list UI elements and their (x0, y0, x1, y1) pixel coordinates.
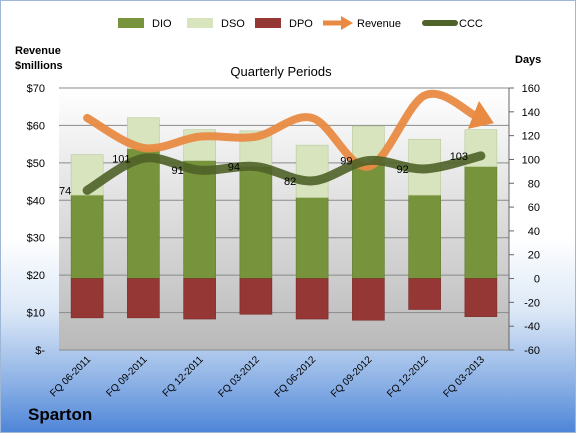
category-label: FQ 06-2011 (48, 354, 93, 399)
dpo-bar (464, 278, 498, 317)
right-axis-tick-label: 80 (528, 178, 540, 190)
data-labels: 74 101 91 94 82 99 92 103 (59, 151, 468, 198)
category-label: FQ 12-2011 (161, 354, 206, 399)
left-axis-label-line2: $millions (15, 60, 63, 72)
dio-bar (239, 166, 273, 279)
ccc-data-label: 101 (112, 153, 130, 165)
right-axis-tick-label: -60 (524, 345, 540, 357)
dpo-bar (408, 278, 441, 310)
ccc-data-label: 103 (450, 151, 468, 163)
dso-bar (295, 144, 329, 198)
company-name: Sparton (28, 405, 93, 424)
left-axis-tick-label: $20 (27, 270, 45, 282)
right-axis-tick-label: 100 (522, 154, 540, 166)
left-axis-label-line1: Revenue (15, 45, 61, 57)
legend-swatch (255, 18, 281, 28)
legend-arrow-icon (341, 16, 353, 30)
chart-title: Quarterly Periods (230, 64, 332, 79)
left-axis-tick-label: $40 (27, 195, 45, 207)
ccc-data-label: 82 (284, 176, 296, 188)
category-label: FQ 06-2012 (273, 354, 319, 400)
right-axis-label: Days (515, 54, 541, 66)
category-label: FQ 03-2013 (441, 354, 487, 400)
left-axis-tick-label: $10 (27, 308, 45, 320)
legend-label: DPO (289, 18, 313, 30)
right-axis-tick-label: 140 (522, 107, 540, 119)
dio-bar (464, 166, 498, 279)
left-axis-tick-label: $30 (27, 233, 45, 245)
category-label: FQ 09-2011 (105, 354, 150, 399)
left-axis-tick-label: $50 (27, 158, 45, 170)
bars-layer (70, 117, 498, 321)
ccc-data-label: 92 (397, 164, 409, 176)
category-label: FQ 12-2012 (385, 354, 431, 400)
legend-swatch (118, 18, 144, 28)
legend-label: CCC (459, 18, 483, 30)
right-axis-tick-label: 160 (522, 83, 540, 95)
legend-label: DSO (221, 18, 245, 30)
dpo-bar (127, 278, 160, 319)
right-axis-tick-label: -20 (524, 297, 540, 309)
right-axis-tick-label: 40 (528, 226, 540, 238)
dio-bar (127, 148, 160, 279)
dpo-bar (295, 278, 329, 320)
dpo-bar (70, 278, 104, 319)
revenue-line (83, 89, 480, 171)
dio-bar (295, 197, 329, 279)
legend: DIO DSO DPO Revenue CCC (118, 16, 483, 30)
dpo-bar (239, 278, 273, 315)
ccc-data-label: 74 (59, 185, 71, 197)
right-axis-tick-label: -40 (524, 321, 540, 333)
category-label: FQ 09-2012 (329, 354, 375, 400)
left-axis-tick-label: $60 (27, 120, 45, 132)
right-axis-tick-label: 20 (528, 250, 540, 262)
right-axis-tick-label: 60 (528, 202, 540, 214)
dio-bar (70, 194, 104, 279)
left-axis-tick-label: $70 (27, 83, 45, 95)
dio-bar (408, 194, 441, 279)
dio-bar (352, 162, 385, 279)
legend-label: DIO (152, 18, 172, 30)
ccc-data-label: 94 (228, 162, 240, 174)
lines-layer (82, 89, 494, 195)
ccc-line (82, 151, 486, 195)
left-axis-tick-label: $- (35, 345, 45, 357)
legend-label: Revenue (357, 18, 401, 30)
revenue-arrowhead (467, 101, 494, 129)
dpo-bar (352, 278, 385, 321)
right-axis-tick-label: 0 (534, 274, 540, 286)
legend-swatch (187, 18, 213, 28)
ccc-data-label: 99 (340, 156, 352, 168)
right-axis-tick-label: 120 (522, 131, 540, 143)
dpo-bar (183, 278, 216, 320)
ccc-data-label: 91 (172, 165, 184, 177)
dio-bar (183, 160, 216, 279)
category-label: FQ 03-2012 (216, 354, 262, 400)
